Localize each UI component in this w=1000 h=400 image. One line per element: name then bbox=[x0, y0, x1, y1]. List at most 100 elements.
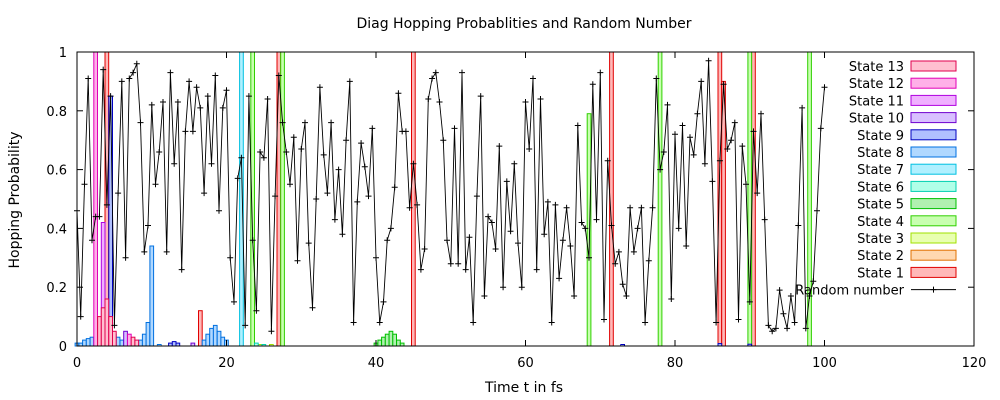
random-number-point-135 bbox=[578, 219, 585, 226]
random-number-point-41 bbox=[227, 254, 234, 261]
x-tick-label: 0 bbox=[73, 356, 81, 371]
legend-label-state-5: State 5 bbox=[857, 198, 904, 213]
random-number-point-116 bbox=[507, 228, 514, 235]
x-tick-label: 120 bbox=[962, 356, 987, 371]
bar-state-8-12 bbox=[145, 322, 151, 347]
legend: State 13 State 12 State 11 State 10 State 9 S… bbox=[795, 60, 957, 299]
random-number-line-layer bbox=[74, 57, 828, 335]
random-number-point-136 bbox=[582, 225, 589, 232]
random-number-point-115 bbox=[503, 178, 510, 185]
bar-state-13-4 bbox=[112, 330, 117, 347]
random-number-point-30 bbox=[186, 78, 193, 85]
random-number-point-176 bbox=[731, 119, 738, 126]
random-number-point-13 bbox=[122, 254, 129, 261]
random-number-point-98 bbox=[440, 137, 447, 144]
random-number-point-99 bbox=[444, 237, 450, 244]
bar-state-4-2 bbox=[586, 113, 592, 347]
random-number-point-121 bbox=[526, 146, 533, 152]
bar-state-8-4 bbox=[89, 336, 95, 347]
random-number-point-51 bbox=[264, 96, 271, 102]
random-number-point-117 bbox=[511, 160, 518, 167]
random-number-point-127 bbox=[548, 319, 555, 326]
random-number-point-55 bbox=[279, 119, 286, 126]
random-number-point-81 bbox=[376, 319, 383, 326]
random-number-point-8 bbox=[103, 201, 110, 208]
random-number-point-180 bbox=[746, 298, 753, 305]
random-number-point-56 bbox=[283, 149, 290, 155]
random-number-point-63 bbox=[309, 304, 316, 311]
random-number-point-119 bbox=[518, 284, 525, 291]
random-number-point-166 bbox=[694, 110, 701, 117]
bar-state-1-1 bbox=[198, 310, 203, 347]
random-number-point-52 bbox=[268, 328, 275, 335]
random-number-point-45 bbox=[242, 322, 249, 329]
random-number-point-93 bbox=[421, 246, 428, 252]
y-axis-label: Hopping Probability bbox=[7, 132, 23, 269]
random-number-point-107 bbox=[473, 193, 480, 200]
random-number-point-14 bbox=[126, 75, 133, 82]
random-number-point-44 bbox=[238, 154, 245, 161]
random-number-point-194 bbox=[799, 104, 806, 111]
random-number-point-152 bbox=[642, 319, 649, 326]
random-number-point-140 bbox=[597, 69, 604, 76]
random-number-point-10 bbox=[111, 322, 118, 329]
random-number-point-101 bbox=[451, 125, 458, 132]
random-number-point-22 bbox=[156, 149, 163, 155]
random-number-point-105 bbox=[466, 234, 473, 241]
random-number-point-71 bbox=[339, 231, 346, 238]
random-number-point-184 bbox=[761, 216, 768, 223]
random-number-point-34 bbox=[201, 190, 208, 197]
random-number-point-96 bbox=[432, 69, 439, 76]
bar-state-13-3 bbox=[108, 316, 114, 347]
random-number-point-69 bbox=[331, 216, 338, 223]
random-number-point-129 bbox=[556, 275, 563, 282]
random-number-point-185 bbox=[765, 322, 772, 329]
random-number-point-114 bbox=[500, 284, 507, 291]
random-number-point-171 bbox=[713, 319, 720, 326]
random-number-point-59 bbox=[294, 257, 301, 264]
legend-swatch-state-11 bbox=[910, 94, 957, 106]
random-number-point-168 bbox=[701, 160, 708, 167]
random-number-point-147 bbox=[623, 293, 630, 299]
random-number-point-179 bbox=[743, 181, 749, 188]
random-number-point-112 bbox=[492, 246, 499, 252]
random-number-point-26 bbox=[171, 160, 178, 167]
random-number-point-50 bbox=[260, 154, 267, 161]
random-number-point-75 bbox=[354, 198, 361, 205]
bar-state-13-2 bbox=[104, 298, 110, 347]
random-number-point-139 bbox=[593, 216, 600, 223]
legend-label-state-12: State 12 bbox=[849, 77, 904, 92]
random-number-point-156 bbox=[657, 166, 664, 173]
random-number-point-128 bbox=[552, 201, 559, 208]
random-number-point-145 bbox=[615, 248, 622, 255]
bar-state-9-2 bbox=[171, 341, 177, 347]
legend-swatch-state-7 bbox=[910, 163, 957, 175]
random-number-point-130 bbox=[559, 237, 566, 244]
random-number-point-97 bbox=[436, 99, 443, 105]
random-number-point-85 bbox=[391, 184, 398, 191]
random-number-point-76 bbox=[358, 140, 365, 147]
random-number-point-188 bbox=[776, 287, 783, 294]
random-number-point-49 bbox=[257, 149, 264, 155]
random-number-point-146 bbox=[619, 281, 626, 288]
random-number-point-33 bbox=[197, 104, 204, 111]
bar-state-8-2 bbox=[82, 339, 87, 347]
random-number-point-167 bbox=[698, 78, 705, 85]
bar-state-13-0 bbox=[97, 316, 102, 347]
random-number-point-19 bbox=[145, 222, 151, 229]
legend-label-state-4: State 4 bbox=[857, 215, 904, 230]
x-tick-label: 80 bbox=[667, 356, 684, 371]
bar-state-8-3 bbox=[85, 338, 91, 347]
y-tick-label: 0 bbox=[59, 340, 67, 355]
random-number-point-151 bbox=[638, 204, 645, 211]
bar-state-13-1 bbox=[100, 307, 106, 347]
random-number-point-191 bbox=[787, 293, 794, 299]
legend-swatch-state-2 bbox=[910, 249, 957, 261]
random-number-point-183 bbox=[758, 110, 764, 117]
random-number-point-131 bbox=[563, 204, 570, 211]
random-number-point-72 bbox=[343, 137, 350, 144]
chart-title: Diag Hopping Probablities and Random Num… bbox=[356, 16, 691, 32]
random-number-point-110 bbox=[485, 213, 492, 220]
legend-label-state-9: State 9 bbox=[857, 129, 904, 144]
random-number-point-160 bbox=[672, 131, 678, 138]
